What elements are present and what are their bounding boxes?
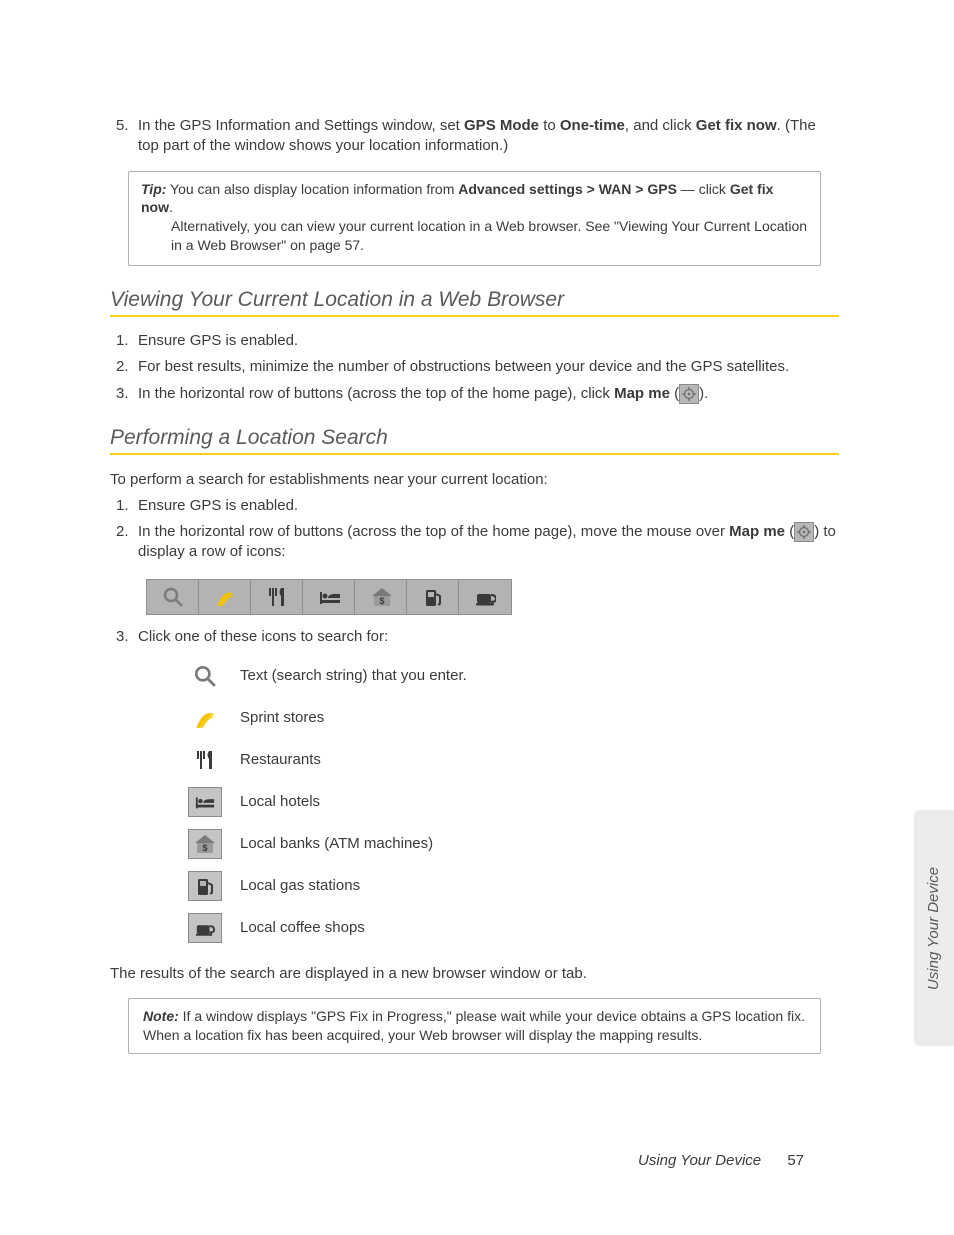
icon-row-bank: Local banks (ATM machines) bbox=[188, 823, 839, 865]
list-number: 1. bbox=[110, 496, 138, 516]
section-heading-viewing: Viewing Your Current Location in a Web B… bbox=[110, 288, 839, 317]
gas-icon bbox=[188, 871, 222, 901]
list-number: 5. bbox=[110, 116, 138, 157]
bold-text: GPS Mode bbox=[464, 117, 539, 134]
bold-text: One-time bbox=[560, 117, 625, 134]
icon-label: Local hotels bbox=[240, 793, 320, 810]
text: ). bbox=[699, 385, 708, 402]
icon-row-hotel: Local hotels bbox=[188, 781, 839, 823]
note-text: If a window displays "GPS Fix in Progres… bbox=[143, 1008, 805, 1043]
icon-label: Text (search string) that you enter. bbox=[240, 667, 467, 684]
text: ( bbox=[670, 385, 679, 402]
icon-row-gas: Local gas stations bbox=[188, 865, 839, 907]
side-tab-label: Using Your Device bbox=[926, 866, 943, 989]
bold-text: Advanced settings bbox=[458, 181, 582, 197]
bank-icon bbox=[188, 829, 222, 859]
text: ( bbox=[785, 523, 794, 540]
section2-intro: To perform a search for establishments n… bbox=[110, 469, 839, 490]
icon-label: Restaurants bbox=[240, 751, 321, 768]
s1-step-2: 2. For best results, minimize the number… bbox=[110, 357, 839, 377]
search-icon bbox=[188, 661, 222, 691]
bold-text: Get fix now bbox=[696, 117, 777, 134]
text: , and click bbox=[625, 117, 696, 134]
toolbar-coffee-icon bbox=[459, 580, 511, 614]
coffee-icon bbox=[188, 913, 222, 943]
bold-text: GPS bbox=[647, 181, 677, 197]
s2-step-2: 2. In the horizontal row of buttons (acr… bbox=[110, 522, 839, 563]
s2-step-1: 1. Ensure GPS is enabled. bbox=[110, 496, 839, 516]
list-body: In the GPS Information and Settings wind… bbox=[138, 116, 839, 157]
icon-description-table: Text (search string) that you enter. Spr… bbox=[188, 655, 839, 949]
text: . bbox=[169, 199, 173, 215]
tip-label: Tip: bbox=[141, 181, 166, 197]
step-5: 5. In the GPS Information and Settings w… bbox=[110, 116, 839, 157]
separator: > bbox=[583, 181, 599, 197]
icon-row-restaurant: Restaurants bbox=[188, 739, 839, 781]
icon-label: Local banks (ATM machines) bbox=[240, 835, 433, 852]
toolbar-hotel-icon bbox=[303, 580, 355, 614]
list-body: Click one of these icons to search for: bbox=[138, 627, 839, 647]
text: — click bbox=[677, 181, 730, 197]
bold-text: WAN bbox=[599, 181, 632, 197]
icon-label: Local gas stations bbox=[240, 877, 360, 894]
tip-box: Tip: You can also display location infor… bbox=[128, 171, 821, 267]
icon-label: Local coffee shops bbox=[240, 919, 365, 936]
search-toolbar bbox=[146, 579, 512, 615]
list-number: 3. bbox=[110, 384, 138, 404]
toolbar-sprint-icon bbox=[199, 580, 251, 614]
text: In the horizontal row of buttons (across… bbox=[138, 385, 614, 402]
tip-line2: Alternatively, you can view your current… bbox=[141, 217, 808, 255]
icon-row-sprint: Sprint stores bbox=[188, 697, 839, 739]
text: In the GPS Information and Settings wind… bbox=[138, 117, 464, 134]
page-footer: Using Your Device 57 bbox=[638, 1152, 804, 1169]
toolbar-bank-icon bbox=[355, 580, 407, 614]
text: to bbox=[539, 117, 560, 134]
list-number: 2. bbox=[110, 522, 138, 563]
footer-title: Using Your Device bbox=[638, 1152, 761, 1169]
target-icon bbox=[679, 384, 699, 404]
list-body: In the horizontal row of buttons (across… bbox=[138, 522, 839, 563]
toolbar-gas-icon bbox=[407, 580, 459, 614]
s1-step-1: 1. Ensure GPS is enabled. bbox=[110, 331, 839, 351]
note-box: Note: If a window displays "GPS Fix in P… bbox=[128, 998, 821, 1054]
list-number: 1. bbox=[110, 331, 138, 351]
hotel-icon bbox=[188, 787, 222, 817]
sprint-icon bbox=[188, 703, 222, 733]
s1-step-3: 3. In the horizontal row of buttons (acr… bbox=[110, 384, 839, 404]
text: You can also display location informatio… bbox=[166, 181, 458, 197]
list-number: 2. bbox=[110, 357, 138, 377]
target-icon bbox=[794, 522, 814, 542]
restaurant-icon bbox=[188, 745, 222, 775]
list-body: In the horizontal row of buttons (across… bbox=[138, 384, 839, 404]
tip-line1: Tip: You can also display location infor… bbox=[141, 180, 808, 218]
note-label: Note: bbox=[143, 1008, 179, 1024]
bold-text: Map me bbox=[729, 523, 785, 540]
bold-text: Map me bbox=[614, 385, 670, 402]
list-body: Ensure GPS is enabled. bbox=[138, 331, 839, 351]
side-tab: Using Your Device bbox=[914, 810, 954, 1046]
page-content: 5. In the GPS Information and Settings w… bbox=[0, 0, 954, 1132]
s2-step-3: 3. Click one of these icons to search fo… bbox=[110, 627, 839, 647]
list-body: Ensure GPS is enabled. bbox=[138, 496, 839, 516]
icon-row-search: Text (search string) that you enter. bbox=[188, 655, 839, 697]
footer-page-number: 57 bbox=[787, 1152, 804, 1169]
icon-row-coffee: Local coffee shops bbox=[188, 907, 839, 949]
toolbar-restaurant-icon bbox=[251, 580, 303, 614]
text: In the horizontal row of buttons (across… bbox=[138, 523, 729, 540]
icon-label: Sprint stores bbox=[240, 709, 324, 726]
section2-outro: The results of the search are displayed … bbox=[110, 963, 839, 984]
separator: > bbox=[631, 181, 647, 197]
toolbar-search-icon bbox=[147, 580, 199, 614]
list-number: 3. bbox=[110, 627, 138, 647]
section-heading-search: Performing a Location Search bbox=[110, 426, 839, 455]
list-body: For best results, minimize the number of… bbox=[138, 357, 839, 377]
